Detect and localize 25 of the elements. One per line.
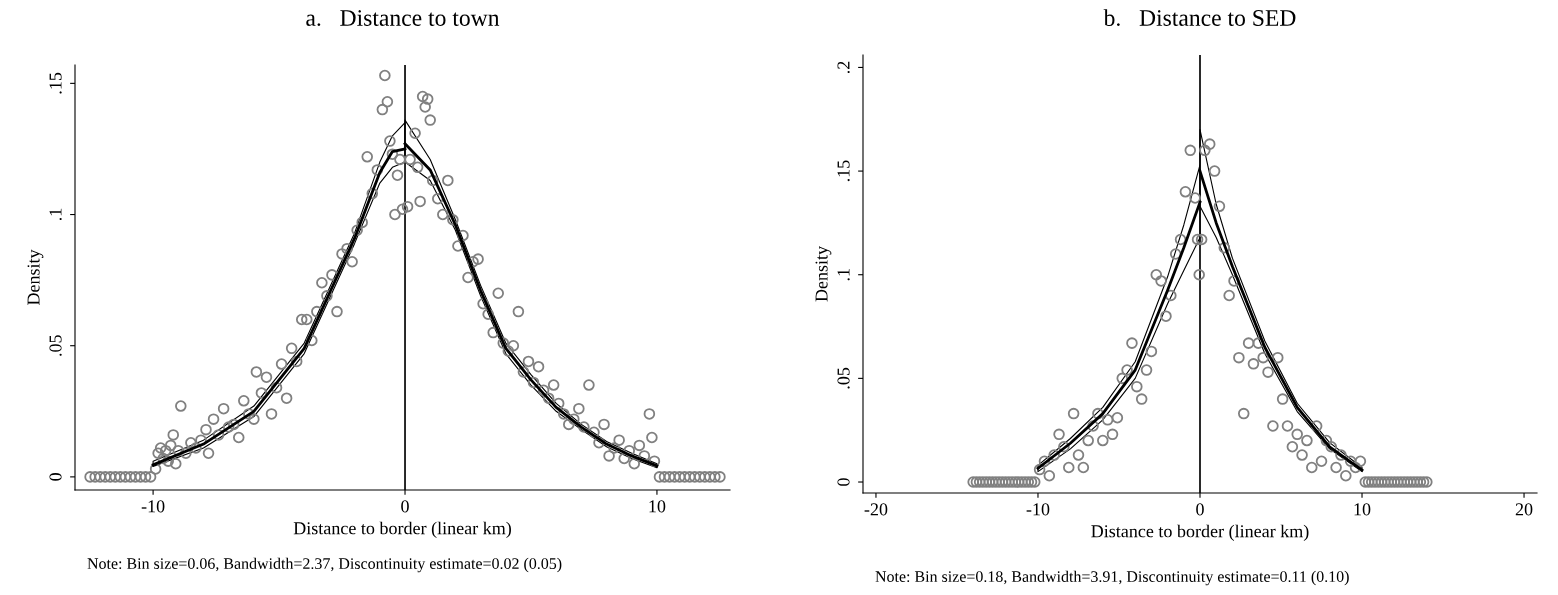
x-tick-label: -10	[141, 500, 165, 513]
x-tick-label: 20	[1515, 503, 1533, 516]
chart-title: a. Distance to town	[306, 10, 500, 27]
y-axis-title: Density	[27, 249, 44, 306]
x-tick-label: -10	[1026, 503, 1050, 516]
y-tick-label: .2	[837, 61, 850, 74]
x-axis-title: Distance to border (linear km)	[293, 521, 511, 539]
y-tick-label: 0	[49, 473, 62, 481]
text: Note: Bin size=0.06, Bandwidth=2.37, Discontinuity estimate=0.02 (0.05)	[87, 557, 562, 573]
y-tick-label: .05	[49, 335, 62, 356]
y-tick-label: .1	[837, 269, 850, 281]
y-tick-label: .1	[49, 208, 62, 221]
x-tick-label: -20	[864, 503, 888, 516]
x-tick-label: 0	[1196, 503, 1204, 516]
y-axis-title: Density	[815, 245, 832, 302]
x-axis-title: Distance to border (linear km)	[1091, 524, 1309, 542]
y-tick-label: .15	[49, 72, 62, 94]
y-tick-label: 0	[837, 478, 850, 486]
y-tick-label: .05	[837, 367, 850, 389]
text: Note: Bin size=0.18, Bandwidth=3.91, Discontinuity estimate=0.11 (0.10)	[875, 570, 1349, 586]
chart-title: b. Distance to SED	[1103, 9, 1296, 27]
x-tick-label: 10	[649, 500, 666, 513]
x-tick-label: 10	[1354, 503, 1371, 516]
y-tick-label: .15	[837, 160, 850, 182]
x-tick-label: 0	[401, 500, 409, 513]
